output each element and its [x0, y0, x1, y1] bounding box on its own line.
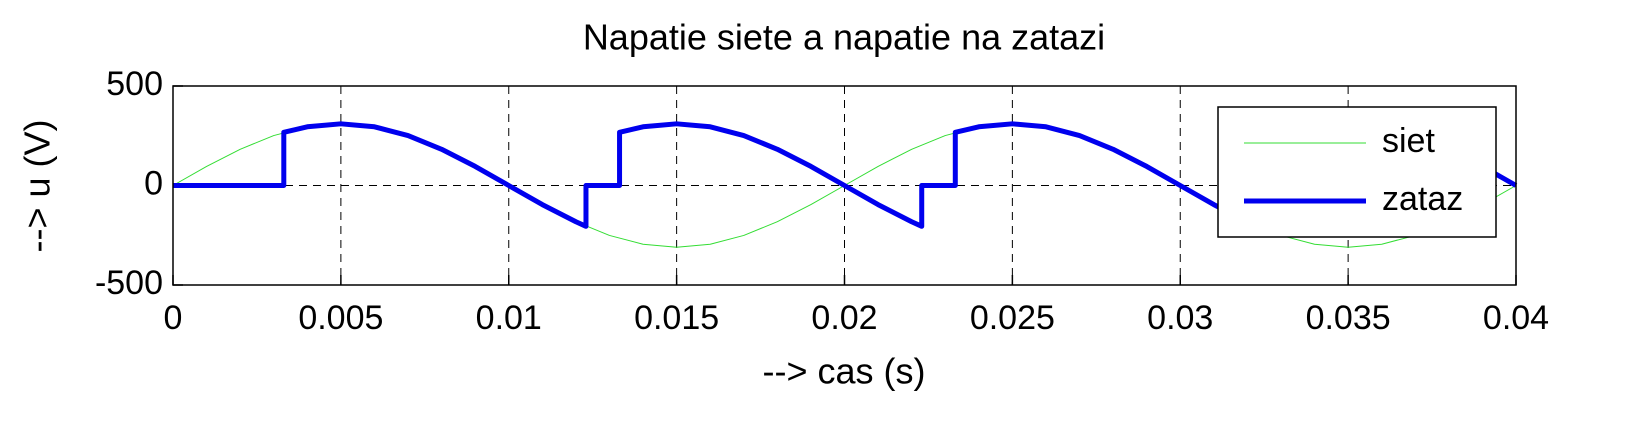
- legend-label: siet: [1382, 122, 1435, 160]
- x-tick-label: 0.005: [298, 299, 383, 337]
- legend-box: [1217, 106, 1497, 238]
- y-tick-label: 0: [144, 164, 163, 202]
- plot-frame: [172, 85, 1517, 286]
- x-tick-label: 0.01: [476, 299, 542, 337]
- x-axis-label: --> cas (s): [762, 351, 925, 392]
- x-tick-label: 0.015: [634, 299, 719, 337]
- chart-title: Napatie siete a napatie na zatazi: [583, 17, 1105, 58]
- y-tick-label: -500: [95, 264, 163, 302]
- legend-label: zataz: [1382, 180, 1463, 218]
- x-tick-label: 0.025: [970, 299, 1055, 337]
- x-tick-label: 0.03: [1147, 299, 1213, 337]
- x-tick-label: 0: [164, 299, 183, 337]
- y-axis-label: --> u (V): [17, 119, 58, 252]
- x-tick-label: 0.035: [1306, 299, 1391, 337]
- x-tick-label: 0.04: [1483, 299, 1549, 337]
- y-tick-label: 500: [106, 65, 163, 103]
- x-tick-label: 0.02: [811, 299, 877, 337]
